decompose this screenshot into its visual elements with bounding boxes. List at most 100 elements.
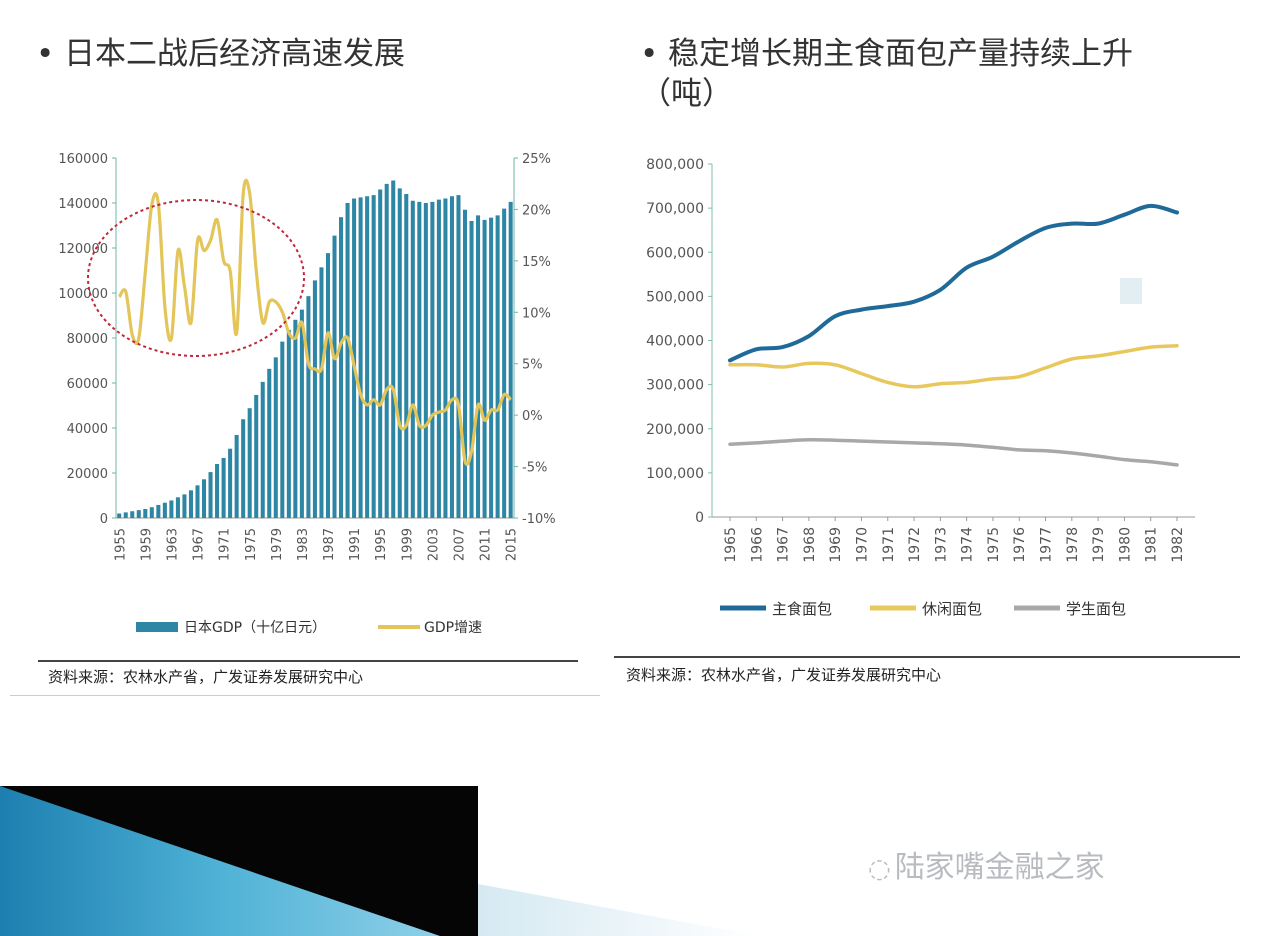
gdp-bar [267,368,272,518]
wechat-icon: ◌ [868,854,891,884]
gdp-bar [130,511,135,518]
gdp-bar [234,434,239,518]
left-title-text: 日本二战后经济高速发展 [64,36,405,72]
gdp-bar [325,253,331,519]
decorative-square [1120,278,1142,304]
y2-tick-label: -10% [522,512,556,527]
gdp-bar [332,235,337,518]
x-tick-label: 1970 [854,527,870,563]
y-tick-label: 120000 [58,242,108,257]
y2-tick-label: 5% [522,358,543,373]
gdp-bar [208,472,213,518]
gdp-chart: 0 20000 40000 60000 80000 100000 120000 140000 1… [58,152,556,636]
bullet-icon: • [36,36,55,72]
series-line-school [728,438,1179,467]
y-tick-label: 300,000 [646,378,704,394]
light-band [478,884,760,936]
y-tick-label: 60000 [67,377,108,392]
left-title: • 日本二战后经济高速发展 [36,34,405,74]
gdp-bar [371,195,376,518]
y-tick-label: 100,000 [646,466,704,482]
gdp-bar [201,479,207,518]
gdp-bar [143,509,148,518]
y2-tick-label: -5% [522,461,547,476]
legend-school-label: 学生面包 [1066,600,1126,618]
x-tick-label: 1963 [165,528,180,561]
y2-tick-label: 20% [522,203,551,218]
legend-casual-label: 休闲面包 [922,600,982,618]
y-tick-label: 0 [695,510,704,526]
y-tick-label: 200,000 [646,422,704,438]
x-tick-label: 2015 [505,528,520,561]
slide-decoration [0,786,760,936]
source-underline-left [10,695,600,696]
x-tick-label: 1975 [986,527,1002,563]
y-tick-label: 500,000 [646,289,704,305]
x-tick-label: 1971 [881,527,897,563]
x-tick-label: 1955 [113,528,128,561]
x-tick-label: 1972 [907,527,923,563]
gdp-bar [489,217,494,518]
gdp-bar [430,201,435,518]
gdp-bar [423,203,428,518]
gdp-bar [228,448,233,518]
y-tick-label: 80000 [67,332,108,347]
gdp-bar [495,215,500,518]
gdp-bar [508,201,513,518]
right-title-text: 稳定增长期主食面包产量持续上升（吨） [640,36,1133,112]
gdp-bar [195,485,200,518]
blue-band [0,786,440,936]
gdp-bar [410,200,415,518]
gdp-bar [260,381,265,518]
y-tick-label: 40000 [67,422,108,437]
x-tick-label: 1967 [776,527,792,563]
gdp-bar [345,203,350,518]
bullet-icon: • [640,36,659,72]
gdp-bar [215,464,220,518]
x-tick-label: 1978 [1065,527,1081,563]
x-tick-label: 1983 [296,528,311,561]
y2-tick-label: 15% [522,255,551,270]
watermark: ◌ 陆家嘴金融之家 [868,842,1105,886]
gdp-bar [456,195,461,518]
x-tick-label: 2011 [479,528,494,561]
y-tick-label: 700,000 [646,201,704,217]
x-tick-label: 2007 [453,528,468,561]
gdp-bar [391,180,396,518]
x-tick-label: 1987 [322,528,337,561]
gdp-bar [182,494,187,518]
gdp-bar [221,457,226,518]
x-tick-label: 1967 [192,528,207,561]
gdp-bar [241,419,246,518]
gdp-bar [254,394,259,518]
x-tick-label: 1959 [139,528,154,561]
x-tick-label: 1977 [1039,527,1055,563]
gdp-bar [397,188,402,518]
bread-chart: 0 100,000 200,000 300,000 400,000 500,000 600,… [646,157,1195,618]
gdp-bar [476,215,481,518]
gdp-bar [417,201,422,518]
gdp-bar [293,319,298,518]
x-tick-label: 1979 [1091,527,1107,563]
y-tick-label: 140000 [58,197,108,212]
highlight-circle [87,199,305,357]
gdp-bar [117,513,122,518]
gdp-bar [358,197,363,518]
x-tick-label: 1974 [960,527,976,563]
gdp-bar [404,194,409,518]
watermark-text: 陆家嘴金融之家 [894,850,1105,885]
y-tick-label: 0 [100,512,108,527]
y-tick-label: 800,000 [646,157,704,173]
right-title: • 稳定增长期主食面包产量持续上升（吨） [640,34,1200,114]
x-tick-label: 1966 [749,527,765,563]
series-line-casual [728,344,1179,389]
gdp-bar [156,504,161,518]
gdp-bar [286,329,291,518]
gdp-bar [384,183,389,518]
gdp-bar [149,507,154,518]
x-tick-label: 1969 [828,527,844,563]
legend-label-gdp: 日本GDP（十亿日元） [184,620,326,636]
gdp-bar [436,199,441,518]
gdp-bar [247,408,252,518]
x-tick-label: 1979 [270,528,285,561]
